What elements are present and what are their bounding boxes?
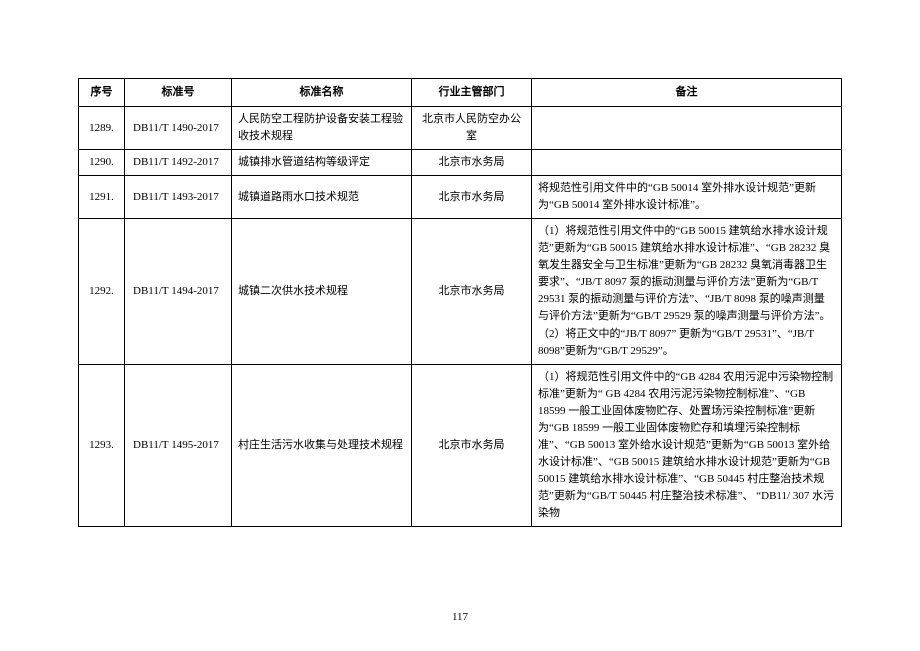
cell-dept: 北京市水务局 — [412, 219, 532, 364]
header-name: 标准名称 — [232, 79, 412, 107]
cell-dept: 北京市人民防空办公室 — [412, 107, 532, 150]
cell-seq: 1291. — [79, 176, 125, 219]
cell-std: DB11/T 1490-2017 — [125, 107, 232, 150]
standards-table: 序号 标准号 标准名称 行业主管部门 备注 1289. DB11/T 1490-… — [78, 78, 842, 527]
cell-remark: （1）将规范性引用文件中的“GB 50015 建筑给水排水设计规范”更新为“GB… — [532, 219, 842, 364]
cell-name: 村庄生活污水收集与处理技术规程 — [232, 364, 412, 526]
table-row: 1292. DB11/T 1494-2017 城镇二次供水技术规程 北京市水务局… — [79, 219, 842, 364]
cell-name: 城镇道路雨水口技术规范 — [232, 176, 412, 219]
header-std: 标准号 — [125, 79, 232, 107]
cell-seq: 1292. — [79, 219, 125, 364]
document-page: 序号 标准号 标准名称 行业主管部门 备注 1289. DB11/T 1490-… — [0, 0, 920, 527]
header-seq: 序号 — [79, 79, 125, 107]
header-dept: 行业主管部门 — [412, 79, 532, 107]
page-number: 117 — [0, 611, 920, 623]
cell-std: DB11/T 1493-2017 — [125, 176, 232, 219]
cell-dept: 北京市水务局 — [412, 150, 532, 176]
cell-name: 人民防空工程防护设备安装工程验收技术规程 — [232, 107, 412, 150]
cell-dept: 北京市水务局 — [412, 176, 532, 219]
cell-seq: 1289. — [79, 107, 125, 150]
cell-std: DB11/T 1492-2017 — [125, 150, 232, 176]
cell-remark: 将规范性引用文件中的“GB 50014 室外排水设计规范”更新为“GB 5001… — [532, 176, 842, 219]
table-row: 1290. DB11/T 1492-2017 城镇排水管道结构等级评定 北京市水… — [79, 150, 842, 176]
cell-seq: 1290. — [79, 150, 125, 176]
cell-dept: 北京市水务局 — [412, 364, 532, 526]
table-header-row: 序号 标准号 标准名称 行业主管部门 备注 — [79, 79, 842, 107]
cell-std: DB11/T 1494-2017 — [125, 219, 232, 364]
table-row: 1289. DB11/T 1490-2017 人民防空工程防护设备安装工程验收技… — [79, 107, 842, 150]
header-remark: 备注 — [532, 79, 842, 107]
cell-remark: （1）将规范性引用文件中的“GB 4284 农用污泥中污染物控制标准”更新为“ … — [532, 364, 842, 526]
table-row: 1291. DB11/T 1493-2017 城镇道路雨水口技术规范 北京市水务… — [79, 176, 842, 219]
cell-std: DB11/T 1495-2017 — [125, 364, 232, 526]
cell-remark — [532, 150, 842, 176]
cell-seq: 1293. — [79, 364, 125, 526]
table-row: 1293. DB11/T 1495-2017 村庄生活污水收集与处理技术规程 北… — [79, 364, 842, 526]
cell-remark — [532, 107, 842, 150]
cell-name: 城镇排水管道结构等级评定 — [232, 150, 412, 176]
cell-name: 城镇二次供水技术规程 — [232, 219, 412, 364]
